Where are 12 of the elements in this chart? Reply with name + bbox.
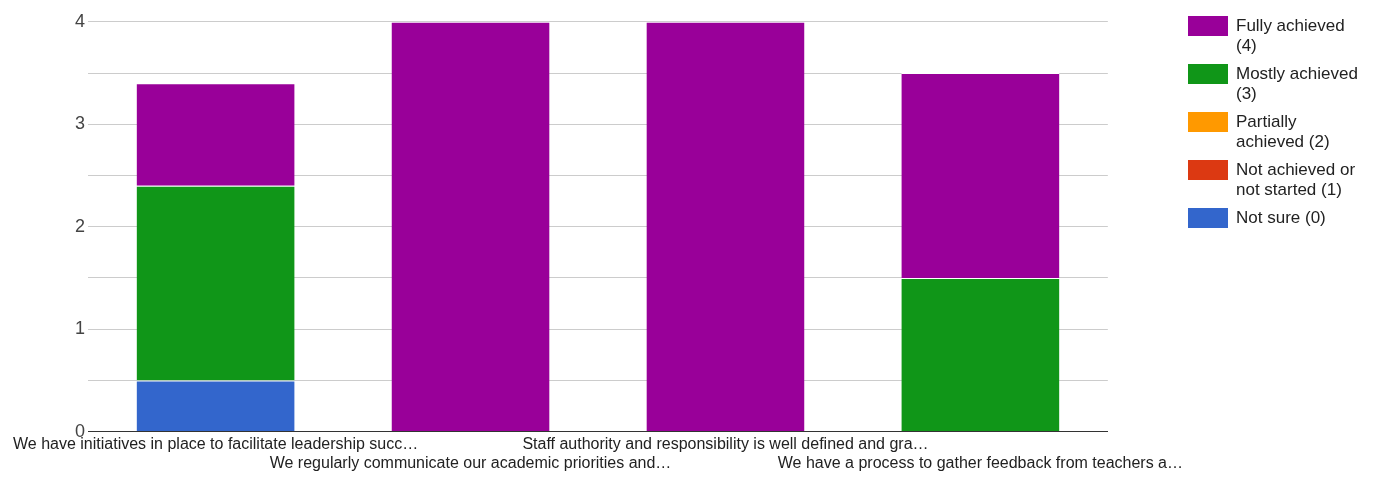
x-tick-label: We regularly communicate our academic priorities and… — [269, 453, 672, 471]
legend-label: Fully achieved (4) — [1236, 16, 1346, 56]
legend-label: Mostly achieved (3) — [1236, 64, 1358, 104]
legend-label: Not sure (0) — [1236, 208, 1326, 228]
y-tick-label: 2 — [75, 215, 86, 236]
x-tick-label: We have a process to gather feedback from teachers a… — [777, 453, 1184, 471]
legend-label: Not achieved or not started (1) — [1236, 160, 1357, 200]
x-tick-label: Staff authority and responsibility is well defined and gra… — [522, 434, 929, 452]
y-tick-label: 3 — [75, 113, 86, 134]
y-tick-label: 1 — [75, 318, 86, 339]
y-tick-label: 4 — [75, 10, 86, 31]
legend-label: Partially achieved (2) — [1236, 112, 1331, 152]
